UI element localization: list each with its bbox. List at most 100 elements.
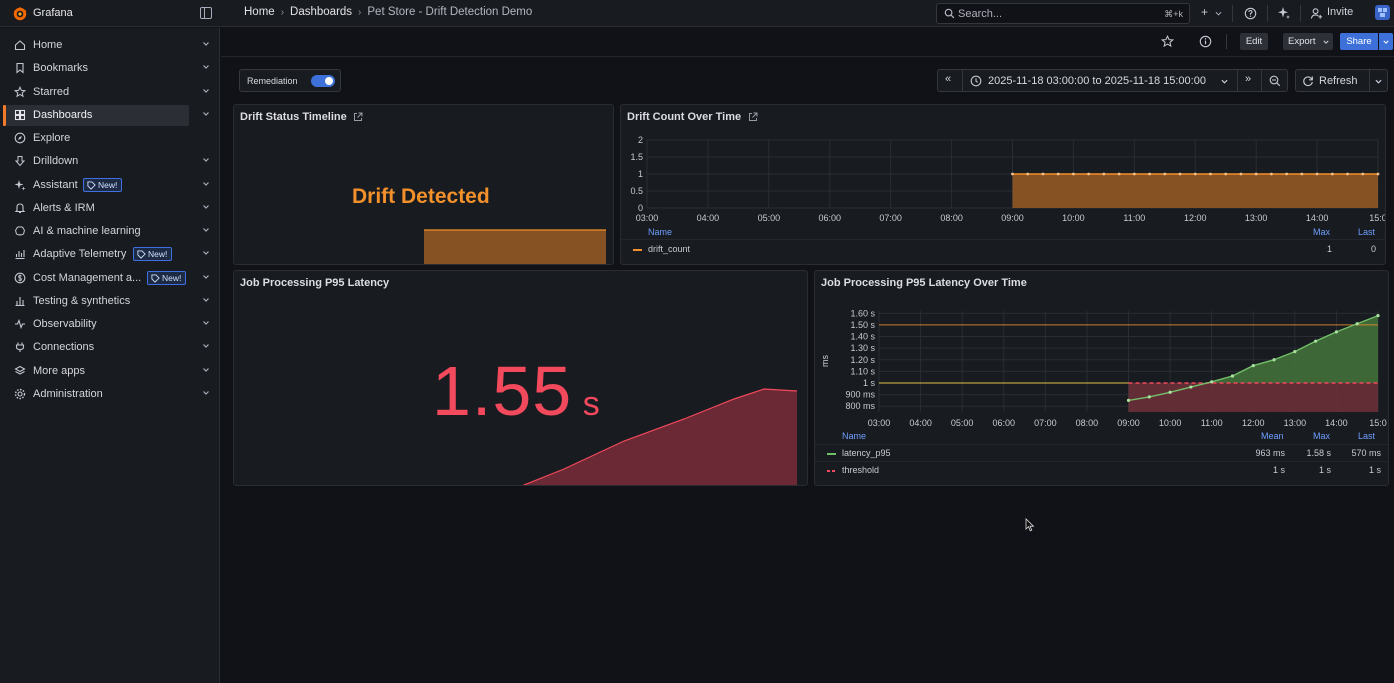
share-button[interactable]: Share xyxy=(1340,33,1378,50)
chevron-down-icon[interactable] xyxy=(202,226,210,234)
external-link-icon[interactable] xyxy=(353,112,363,122)
dashboard-info-icon[interactable] xyxy=(1199,35,1212,48)
export-button[interactable]: Export xyxy=(1283,33,1333,50)
share-dropdown-button[interactable] xyxy=(1379,33,1393,50)
chevron-down-icon[interactable] xyxy=(202,296,210,304)
legend-name-header[interactable]: Name xyxy=(842,431,867,441)
chevron-down-icon[interactable] xyxy=(202,63,210,71)
external-link-icon[interactable] xyxy=(748,112,758,122)
p95-latency-chart[interactable]: 1.60 s 1.50 s 1.40 s1.30 s 1.20 s1.10 s 1 s 9… xyxy=(815,271,1389,486)
sidebar-item-adaptive-telemetry[interactable]: Adaptive Telemetry New! xyxy=(6,244,209,265)
x-tick-label: 04:00 xyxy=(697,213,720,223)
panel-title[interactable]: Drift Status Timeline xyxy=(240,111,347,123)
sidebar-item-bookmarks[interactable]: Bookmarks xyxy=(6,58,209,79)
sidebar-item-connections[interactable]: Connections xyxy=(6,337,209,358)
x-tick-label: 07:00 xyxy=(1034,418,1057,428)
sidebar-item-drilldown[interactable]: Drilldown xyxy=(6,151,209,172)
refresh-button[interactable]: Refresh xyxy=(1295,69,1388,92)
breadcrumb-separator-icon: › xyxy=(358,6,362,18)
drilldown-icon xyxy=(14,156,26,167)
chevron-down-icon[interactable] xyxy=(202,249,210,257)
zoom-out-icon[interactable] xyxy=(1269,75,1281,87)
sidebar-item-testing-synthetics[interactable]: Testing & synthetics xyxy=(6,291,209,312)
sidebar-item-dashboards[interactable]: Dashboards xyxy=(3,104,209,126)
sidebar-item-assistant[interactable]: Assistant New! xyxy=(6,175,209,196)
breadcrumb-home[interactable]: Home xyxy=(244,6,275,18)
legend-item-latency-p95[interactable]: latency_p95 xyxy=(827,448,891,458)
x-tick-label: 11:00 xyxy=(1123,213,1145,223)
time-shift-forward-button[interactable]: » xyxy=(1237,70,1262,91)
legend-last-header[interactable]: Last xyxy=(1358,431,1376,441)
chevron-down-icon[interactable] xyxy=(202,87,210,95)
sparkle-assistant-icon[interactable] xyxy=(1277,6,1291,20)
tag-icon xyxy=(87,180,96,190)
breadcrumb-dashboards[interactable]: Dashboards xyxy=(290,6,353,18)
sidebar-item-alerts-irm[interactable]: Alerts & IRM xyxy=(6,198,209,219)
dock-menu-icon[interactable] xyxy=(200,7,212,19)
sidebar xyxy=(0,28,220,683)
chevron-down-icon[interactable] xyxy=(202,273,210,281)
brand-name: Grafana xyxy=(33,7,73,19)
latency-p95-point xyxy=(1272,358,1276,362)
panel-title[interactable]: Job Processing P95 Latency xyxy=(240,277,390,289)
x-tick-label: 03:00 xyxy=(636,213,659,223)
sidebar-item-home[interactable]: Home xyxy=(6,35,209,56)
help-icon[interactable] xyxy=(1244,7,1257,20)
chevron-down-icon[interactable] xyxy=(202,366,210,374)
panel-title[interactable]: Job Processing P95 Latency Over Time xyxy=(821,277,1027,289)
panel-title[interactable]: Drift Count Over Time xyxy=(627,111,742,123)
sidebar-item-ai-machine-learning[interactable]: AI & machine learning xyxy=(6,221,209,242)
sidebar-item-cost-management-a[interactable]: Cost Management a... New! xyxy=(6,268,209,289)
chevron-down-icon[interactable] xyxy=(202,389,210,397)
chevron-down-icon[interactable] xyxy=(202,342,210,350)
legend-last-header[interactable]: Last xyxy=(1358,227,1376,237)
sidebar-item-explore[interactable]: Explore xyxy=(6,128,189,149)
invite-button[interactable]: Invite xyxy=(1327,6,1354,18)
sidebar-item-starred[interactable]: Starred xyxy=(6,82,209,103)
x-tick-label: 14:00 xyxy=(1325,418,1348,428)
drift-count-point xyxy=(1132,172,1136,176)
time-range-value[interactable]: 2025-11-18 03:00:00 to 2025-11-18 15:00:… xyxy=(988,75,1206,87)
legend-mean-value: 963 ms xyxy=(1255,448,1285,458)
invite-user-icon[interactable] xyxy=(1310,7,1323,20)
time-shift-back-button[interactable]: « xyxy=(938,70,963,91)
search-input[interactable]: Search... ⌘+k xyxy=(936,3,1190,24)
search-icon xyxy=(944,8,955,19)
chevron-down-icon[interactable] xyxy=(202,319,210,327)
add-chevron-down-icon[interactable] xyxy=(1215,10,1222,17)
legend-max-header[interactable]: Max xyxy=(1313,431,1331,441)
edit-button[interactable]: Edit xyxy=(1240,33,1268,50)
star-dashboard-icon[interactable] xyxy=(1161,35,1174,48)
legend-max-header[interactable]: Max xyxy=(1313,227,1331,237)
x-tick-label: 09:00 xyxy=(1001,213,1024,223)
latency-p95-point xyxy=(1230,374,1235,378)
sidebar-item-label: Assistant xyxy=(33,178,78,191)
time-range-chevron-down-icon[interactable] xyxy=(1221,78,1228,85)
legend-name-header[interactable]: Name xyxy=(648,227,673,237)
legend-item-drift-count[interactable]: drift_count xyxy=(633,244,690,254)
chevron-down-icon[interactable] xyxy=(202,110,210,118)
chevron-down-icon[interactable] xyxy=(202,180,210,188)
sidebar-item-observability[interactable]: Observability xyxy=(6,314,209,335)
sidebar-item-administration[interactable]: Administration xyxy=(6,384,209,405)
chevron-down-icon[interactable] xyxy=(202,40,210,48)
refresh-interval-chevron-down-icon[interactable] xyxy=(1375,78,1382,85)
y-tick-label: 1.50 s xyxy=(850,320,875,330)
chevron-down-icon[interactable] xyxy=(202,156,210,164)
x-tick-label: 14:00 xyxy=(1306,213,1329,223)
y-tick-label: 800 ms xyxy=(845,401,875,411)
user-avatar[interactable] xyxy=(1375,5,1390,20)
chevron-down-icon[interactable] xyxy=(202,203,210,211)
grafana-logo-icon[interactable] xyxy=(12,6,28,22)
legend-mean-header[interactable]: Mean xyxy=(1261,431,1284,441)
add-new-icon[interactable]: + xyxy=(1201,5,1209,19)
latency-p95-point xyxy=(1168,390,1172,394)
sidebar-item-more-apps[interactable]: More apps xyxy=(6,361,209,382)
remediation-toggle[interactable] xyxy=(311,75,335,87)
legend-max-value: 1.58 s xyxy=(1306,448,1331,458)
refresh-divider xyxy=(1369,70,1370,91)
legend-item-threshold[interactable]: threshold xyxy=(827,465,879,475)
remediation-variable: Remediation xyxy=(239,69,341,92)
export-chevron-down-icon xyxy=(1323,40,1329,44)
